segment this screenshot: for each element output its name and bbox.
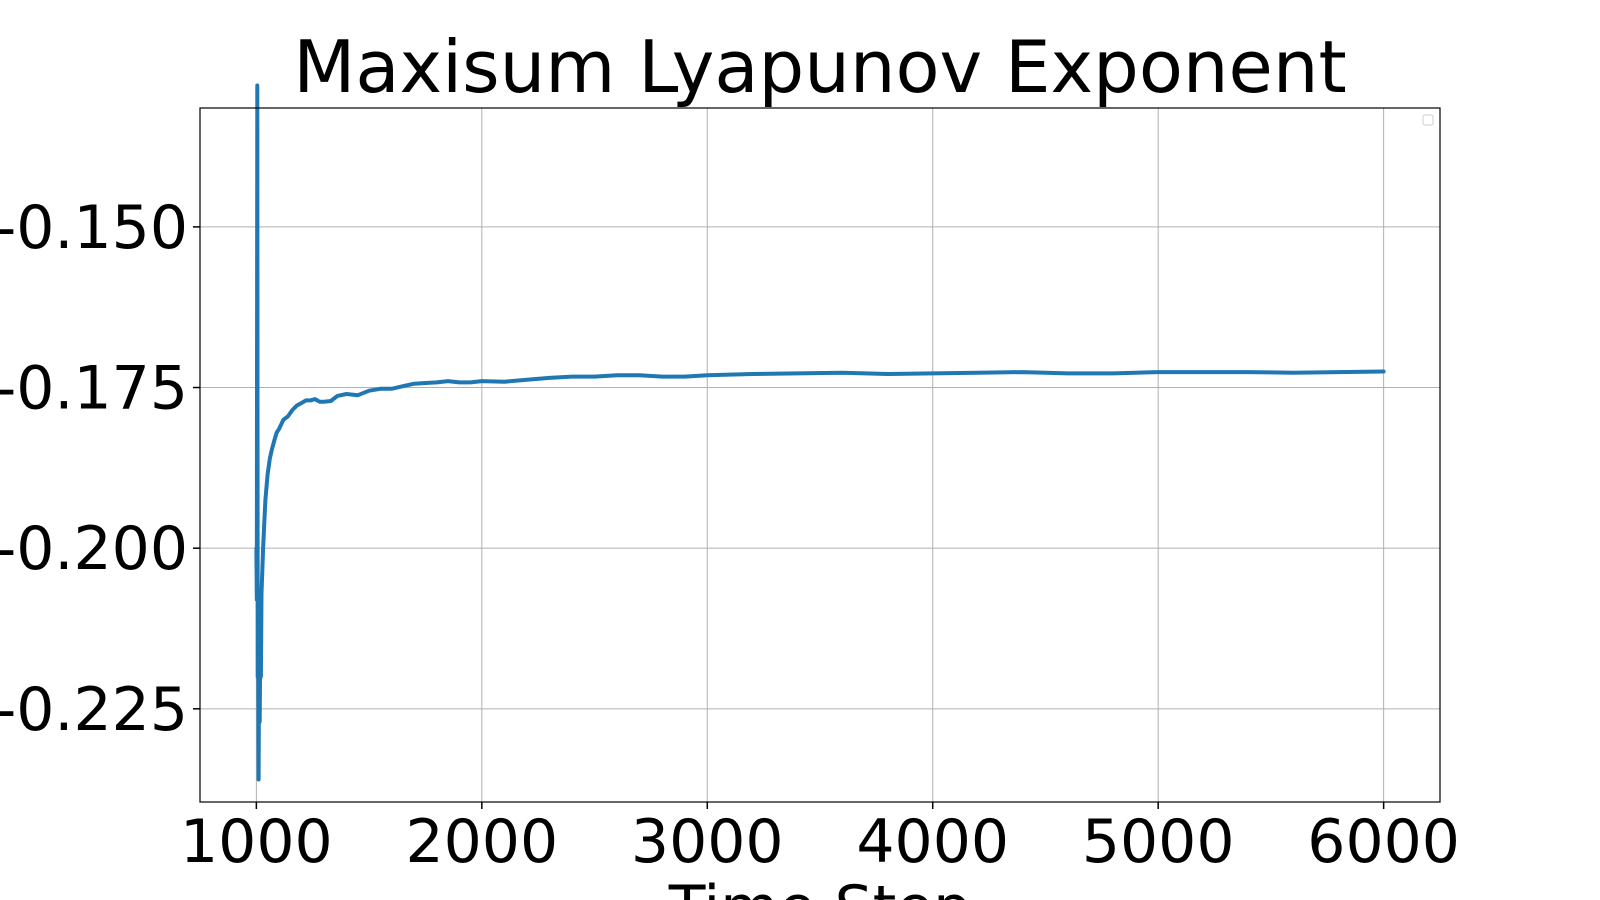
series-line (254, 83, 1386, 782)
y-tick-label: -0.200 (0, 514, 188, 584)
axis-ticks: 1000 2000 3000 4000 5000 6000 -0.150 -0.175 -0.2… (0, 193, 1460, 877)
x-tick-label: 5000 (1082, 807, 1235, 877)
chart-title: Maxisum Lyapunov Exponent (293, 25, 1346, 109)
plot-frame (199, 107, 1441, 803)
grid-lines (200, 108, 1440, 802)
x-tick-label: 4000 (856, 807, 1009, 877)
y-tick-label: -0.175 (0, 354, 188, 424)
x-tick-label: 1000 (180, 807, 333, 877)
legend-box (1422, 114, 1434, 126)
x-tick-label: 2000 (405, 807, 558, 877)
x-tick-label: 6000 (1307, 807, 1460, 877)
y-tick-label: -0.150 (0, 193, 188, 263)
y-tick-label: -0.225 (0, 675, 188, 745)
series-layer (254, 83, 1386, 782)
x-tick-label: 3000 (631, 807, 784, 877)
x-axis-label: Time Step (668, 873, 972, 900)
